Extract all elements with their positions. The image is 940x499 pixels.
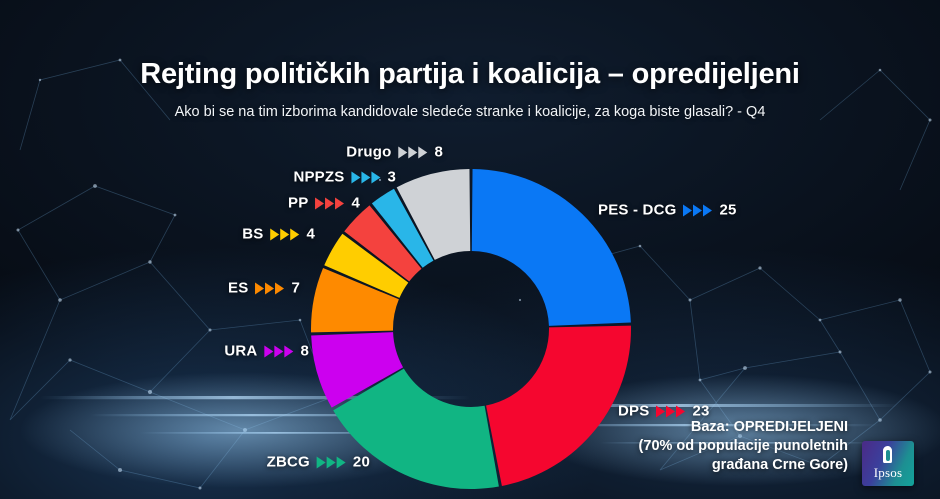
chart-label-value: 7 — [291, 279, 300, 297]
triple-arrow-icon — [264, 345, 294, 357]
chart-label-value: 3 — [387, 168, 396, 186]
chart-label-value: 23 — [692, 402, 710, 420]
chart-label-value: 4 — [306, 225, 315, 243]
donut-segment[interactable] — [486, 325, 631, 486]
donut-segment[interactable] — [471, 169, 631, 326]
base-note-line-1: Baza: OPREDIJELJENI — [690, 419, 848, 435]
ipsos-logo: Ipsos — [862, 441, 914, 486]
donut-segment[interactable] — [371, 188, 434, 268]
triple-arrow-icon — [316, 456, 346, 468]
donut-chart-svg — [311, 169, 631, 489]
chart-label-name: PES - DCG — [598, 201, 677, 219]
triple-arrow-icon — [255, 282, 285, 294]
donut-chart — [310, 168, 632, 490]
page-title: Rejting političkih partija i koalicija –… — [140, 58, 800, 90]
donut-segment[interactable] — [333, 368, 499, 489]
chart-label-dps: DPS 23 — [618, 403, 710, 420]
chart-label-name: DPS — [618, 402, 650, 420]
donut-segment[interactable] — [324, 233, 409, 298]
ipsos-mark-icon — [883, 446, 892, 463]
chart-label-value: 8 — [300, 342, 309, 360]
chart-label-zbcg: ZBCG 20 — [267, 454, 370, 471]
base-note-line-3: građana Crne Gore) — [711, 457, 848, 474]
chart-label-value: 20 — [352, 453, 370, 471]
donut-segment[interactable] — [311, 332, 404, 408]
triple-arrow-icon — [683, 204, 713, 216]
ipsos-logo-text: Ipsos — [873, 465, 903, 480]
donut-segment[interactable] — [344, 205, 422, 282]
chart-label-pp: PP 4 — [288, 195, 360, 212]
chart-label-pes-dcg: PES - DCG 25 — [598, 202, 737, 219]
chart-label-value: 4 — [351, 194, 360, 212]
chart-label-name: PP — [288, 194, 309, 212]
triple-arrow-icon — [270, 228, 300, 240]
chart-label-ura: URA 8 — [224, 343, 309, 360]
chart-label-name: URA — [224, 342, 258, 360]
chart-label-bs: BS 4 — [242, 226, 315, 243]
chart-label-name: Drugo — [346, 143, 392, 161]
triple-arrow-icon — [656, 405, 686, 417]
chart-label-nppzs: NPPZS 3 — [293, 169, 396, 186]
chart-label-name: ZBCG — [266, 453, 310, 471]
chart-label-drugo: Drugo 8 — [346, 144, 443, 161]
base-note-line-2: (70% od populacije punoletnih — [638, 438, 848, 455]
chart-label-name: BS — [242, 225, 264, 243]
triple-arrow-icon — [398, 146, 428, 158]
page-subtitle: Ako bi se na tim izborima kandidovale sl… — [174, 104, 766, 120]
chart-label-name: NPPZS — [293, 168, 345, 186]
donut-segment[interactable] — [311, 268, 399, 333]
triple-arrow-icon — [351, 171, 381, 183]
donut-segment[interactable] — [396, 169, 471, 260]
chart-label-es: ES 7 — [228, 280, 300, 297]
triple-arrow-icon — [315, 197, 345, 209]
chart-label-name: ES — [228, 279, 249, 297]
base-note: Baza: OPREDIJELJENI (70% od populacije p… — [560, 418, 848, 475]
chart-label-value: 25 — [719, 201, 737, 219]
chart-label-value: 8 — [434, 143, 443, 161]
